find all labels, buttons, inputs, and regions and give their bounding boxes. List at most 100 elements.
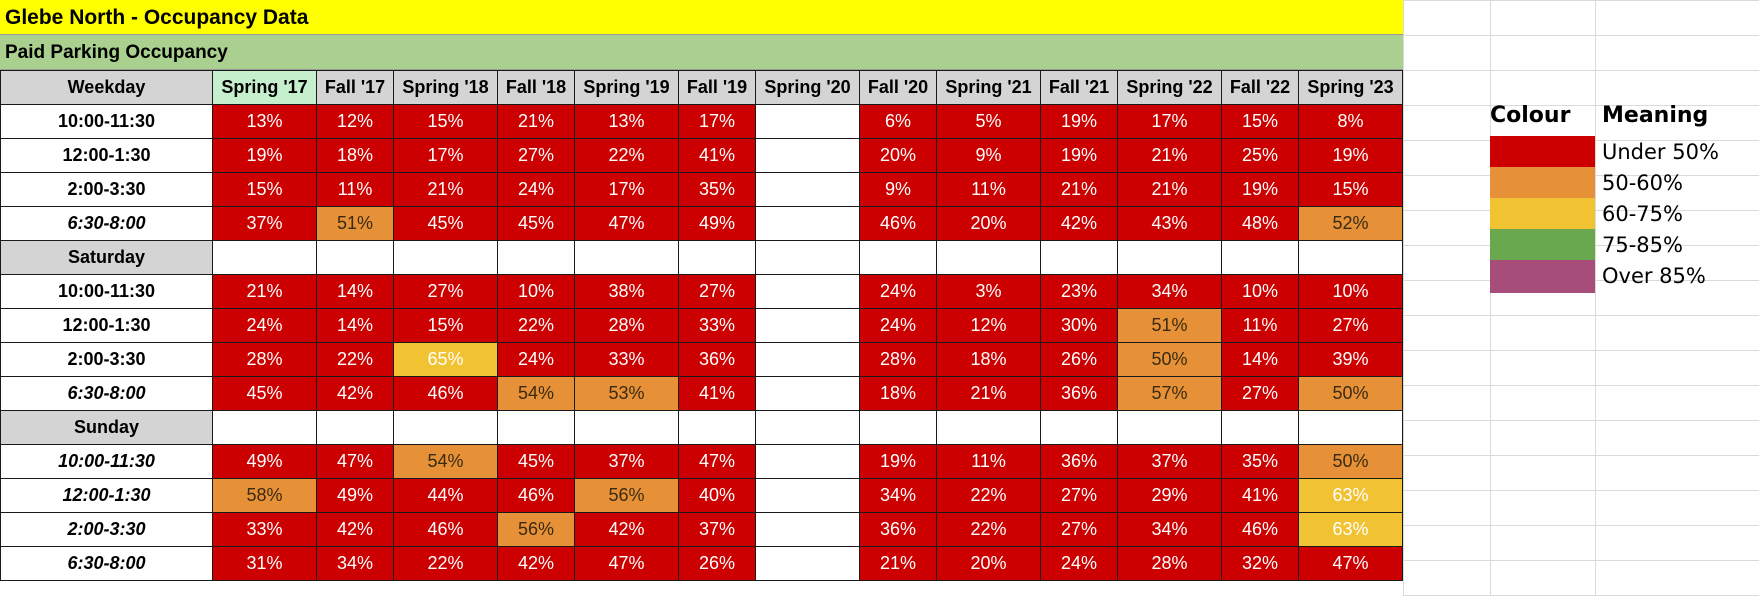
occupancy-cell[interactable]: 12% <box>316 104 394 139</box>
occupancy-cell[interactable]: 46% <box>859 206 937 241</box>
occupancy-cell[interactable]: 46% <box>393 376 498 411</box>
time-label[interactable]: 6:30-8:00 <box>0 376 213 411</box>
occupancy-cell[interactable]: 22% <box>936 478 1041 513</box>
legend-label[interactable]: 50-60% <box>1602 171 1683 195</box>
legend-swatch[interactable] <box>1490 167 1595 200</box>
occupancy-cell[interactable]: 30% <box>1040 308 1118 343</box>
occupancy-cell[interactable]: 10% <box>1298 274 1403 309</box>
occupancy-cell[interactable]: 50% <box>1298 444 1403 479</box>
occupancy-cell[interactable]: 23% <box>1040 274 1118 309</box>
empty-cell[interactable] <box>1117 240 1222 275</box>
occupancy-cell[interactable]: 17% <box>574 172 679 207</box>
occupancy-cell[interactable]: 10% <box>1221 274 1299 309</box>
occupancy-cell[interactable]: 49% <box>678 206 756 241</box>
occupancy-cell[interactable]: 17% <box>678 104 756 139</box>
occupancy-cell[interactable]: 63% <box>1298 478 1403 513</box>
occupancy-cell[interactable]: 36% <box>1040 444 1118 479</box>
column-header[interactable]: Fall '17 <box>316 70 394 105</box>
occupancy-cell[interactable]: 25% <box>1221 138 1299 173</box>
column-header[interactable]: Fall '19 <box>678 70 756 105</box>
column-header[interactable]: Spring '22 <box>1117 70 1222 105</box>
occupancy-cell[interactable]: 33% <box>212 512 317 547</box>
time-label[interactable]: 6:30-8:00 <box>0 206 213 241</box>
occupancy-cell[interactable]: 37% <box>1117 444 1222 479</box>
occupancy-cell[interactable]: 14% <box>316 308 394 343</box>
empty-cell[interactable] <box>1221 410 1299 445</box>
occupancy-cell[interactable]: 27% <box>1040 478 1118 513</box>
empty-cell[interactable] <box>316 410 394 445</box>
occupancy-cell[interactable]: 50% <box>1298 376 1403 411</box>
occupancy-cell[interactable]: 17% <box>1117 104 1222 139</box>
occupancy-cell[interactable]: 53% <box>574 376 679 411</box>
empty-cell[interactable] <box>497 240 575 275</box>
column-header[interactable]: Spring '20 <box>755 70 860 105</box>
occupancy-cell[interactable]: 19% <box>859 444 937 479</box>
occupancy-cell[interactable]: 45% <box>497 444 575 479</box>
occupancy-cell[interactable]: 17% <box>393 138 498 173</box>
occupancy-cell[interactable]: 38% <box>574 274 679 309</box>
occupancy-cell[interactable] <box>755 104 860 139</box>
section-header-weekday[interactable]: Weekday <box>0 70 213 105</box>
empty-cell[interactable] <box>574 240 679 275</box>
column-header[interactable]: Fall '18 <box>497 70 575 105</box>
occupancy-cell[interactable]: 14% <box>316 274 394 309</box>
occupancy-cell[interactable] <box>755 376 860 411</box>
column-header[interactable]: Fall '22 <box>1221 70 1299 105</box>
occupancy-cell[interactable]: 48% <box>1221 206 1299 241</box>
occupancy-cell[interactable]: 11% <box>936 444 1041 479</box>
occupancy-cell[interactable] <box>755 206 860 241</box>
occupancy-cell[interactable] <box>755 512 860 547</box>
column-header[interactable]: Fall '20 <box>859 70 937 105</box>
occupancy-cell[interactable]: 27% <box>1221 376 1299 411</box>
occupancy-cell[interactable]: 18% <box>936 342 1041 377</box>
occupancy-cell[interactable]: 27% <box>1298 308 1403 343</box>
occupancy-cell[interactable]: 19% <box>1221 172 1299 207</box>
time-label[interactable]: 12:00-1:30 <box>0 308 213 343</box>
occupancy-cell[interactable]: 34% <box>1117 274 1222 309</box>
occupancy-cell[interactable]: 37% <box>678 512 756 547</box>
occupancy-cell[interactable]: 15% <box>1298 172 1403 207</box>
legend-swatch[interactable] <box>1490 260 1595 293</box>
empty-cell[interactable] <box>316 240 394 275</box>
empty-cell[interactable] <box>859 410 937 445</box>
time-label[interactable]: 2:00-3:30 <box>0 512 213 547</box>
occupancy-cell[interactable]: 22% <box>393 546 498 581</box>
occupancy-cell[interactable]: 28% <box>212 342 317 377</box>
occupancy-cell[interactable]: 47% <box>316 444 394 479</box>
occupancy-cell[interactable]: 13% <box>212 104 317 139</box>
occupancy-cell[interactable]: 45% <box>212 376 317 411</box>
occupancy-cell[interactable]: 22% <box>936 512 1041 547</box>
occupancy-cell[interactable]: 15% <box>1221 104 1299 139</box>
legend-label[interactable]: Over 85% <box>1602 264 1706 288</box>
occupancy-cell[interactable]: 22% <box>574 138 679 173</box>
occupancy-cell[interactable]: 58% <box>212 478 317 513</box>
occupancy-cell[interactable]: 34% <box>1117 512 1222 547</box>
empty-cell[interactable] <box>1298 240 1403 275</box>
occupancy-cell[interactable]: 34% <box>859 478 937 513</box>
occupancy-cell[interactable]: 27% <box>678 274 756 309</box>
occupancy-cell[interactable]: 9% <box>859 172 937 207</box>
empty-cell[interactable] <box>497 410 575 445</box>
occupancy-cell[interactable]: 41% <box>678 138 756 173</box>
time-label[interactable]: 12:00-1:30 <box>0 138 213 173</box>
occupancy-cell[interactable]: 42% <box>316 512 394 547</box>
occupancy-cell[interactable]: 27% <box>393 274 498 309</box>
occupancy-cell[interactable]: 28% <box>859 342 937 377</box>
empty-cell[interactable] <box>755 240 860 275</box>
occupancy-cell[interactable]: 35% <box>678 172 756 207</box>
occupancy-cell[interactable]: 50% <box>1117 342 1222 377</box>
column-header[interactable]: Spring '18 <box>393 70 498 105</box>
occupancy-cell[interactable]: 22% <box>497 308 575 343</box>
empty-cell[interactable] <box>755 410 860 445</box>
occupancy-cell[interactable]: 39% <box>1298 342 1403 377</box>
empty-cell[interactable] <box>1221 240 1299 275</box>
occupancy-cell[interactable] <box>755 478 860 513</box>
legend-colour-header[interactable]: Colour <box>1490 103 1571 128</box>
occupancy-cell[interactable]: 47% <box>678 444 756 479</box>
occupancy-cell[interactable]: 28% <box>1117 546 1222 581</box>
occupancy-cell[interactable]: 47% <box>574 546 679 581</box>
occupancy-cell[interactable]: 41% <box>678 376 756 411</box>
occupancy-cell[interactable]: 15% <box>393 104 498 139</box>
occupancy-cell[interactable]: 15% <box>393 308 498 343</box>
empty-cell[interactable] <box>1040 410 1118 445</box>
